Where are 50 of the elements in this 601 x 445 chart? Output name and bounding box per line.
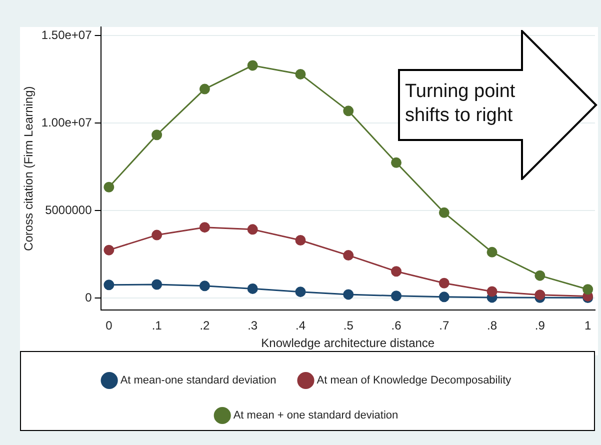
point [199,222,210,233]
point [343,289,354,300]
point [486,286,498,297]
annotation: Turning point shifts to right [405,80,516,128]
point [438,292,450,302]
point [295,235,306,246]
point [486,246,498,258]
point [343,106,354,116]
x-tick-label: .4 [295,318,306,333]
point [295,286,306,298]
point [247,224,258,235]
x-tick-label: 1 [584,318,592,333]
legend-label: At mean of Knowledge Decomposability [316,374,512,387]
y-axis-title: Coross citation (Firm Learning) [22,86,36,251]
point [438,278,450,288]
point [534,270,546,281]
point [152,279,162,290]
y-tick-label: 0 [85,290,92,304]
point [199,280,210,292]
point [152,230,162,240]
x-tick-label: 0 [106,318,113,333]
legend-label: At mean-one standard deviation [120,374,276,387]
x-tick-label: .1 [152,318,162,333]
x-tick-label: .5 [343,318,354,333]
point [295,68,306,80]
x-axis-title: Knowledge architecture distance [261,336,435,350]
point [247,60,258,71]
point [391,266,402,277]
point [534,290,546,300]
legend-label: At mean + one standard deviation [233,410,398,422]
x-tick-label: .8 [487,318,498,333]
y-tick-label: 1.00e+07 [41,115,92,130]
point [391,157,402,168]
x-tick-label: .2 [200,318,210,333]
point [152,130,162,140]
y-tick-label: 1.50e+07 [41,28,92,42]
x-tick-label: .7 [439,318,450,333]
y-tick-label: 5000000 [45,202,92,217]
point [582,284,594,295]
point [199,84,210,94]
point [438,207,450,218]
point [104,280,114,290]
x-tick-label: .9 [534,318,546,333]
x-tick-label: .3 [248,318,258,333]
point [104,244,114,256]
point [247,283,258,294]
x-tick-label: .6 [391,318,402,333]
point [104,182,114,192]
point [343,250,354,261]
point [391,290,402,302]
